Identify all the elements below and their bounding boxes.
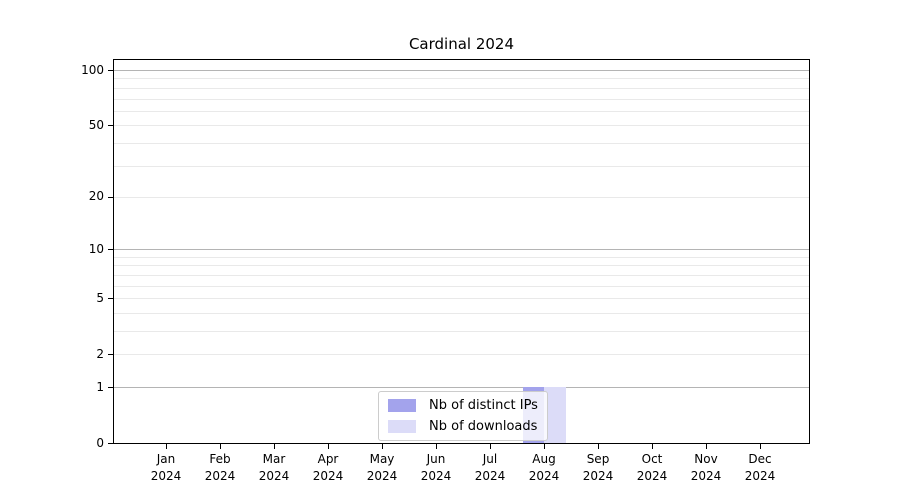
x-tick-mark: [652, 444, 654, 449]
legend-label-distinct-ips: Nb of distinct IPs: [429, 398, 538, 413]
x-tick-year: 2024: [474, 468, 506, 483]
x-tick-label: Sep 2024: [568, 451, 628, 484]
x-tick-month: Aug: [532, 452, 556, 466]
y-tick-mark: [108, 196, 113, 199]
x-tick-year: 2024: [366, 468, 398, 483]
minor-gridline: [114, 274, 809, 276]
major-gridline: [114, 249, 809, 251]
minor-gridline: [114, 298, 809, 300]
y-tick-mark: [108, 443, 113, 445]
minor-gridline: [114, 125, 809, 127]
x-tick-year: 2024: [744, 468, 776, 483]
x-tick-label: Jul 2024: [460, 451, 520, 484]
x-tick-label: Aug 2024: [514, 451, 574, 484]
x-tick-year: 2024: [528, 468, 560, 483]
x-tick-month: Feb: [209, 452, 231, 466]
y-tick-label: 20: [88, 189, 104, 204]
legend-label-downloads: Nb of downloads: [429, 419, 538, 434]
y-tick-label: 2: [96, 346, 104, 361]
y-tick-mark: [108, 387, 113, 389]
x-tick-mark: [706, 444, 708, 449]
chart-title: Cardinal 2024: [408, 35, 515, 53]
legend-swatch-distinct-ips-icon: [388, 399, 416, 412]
minor-gridline: [114, 87, 809, 89]
minor-gridline: [114, 78, 809, 80]
x-tick-month: Jul: [482, 452, 498, 466]
legend-item-downloads: Nb of downloads: [388, 418, 538, 435]
x-tick-month: Sep: [586, 452, 610, 466]
minor-gridline: [114, 165, 809, 167]
x-tick-label: Feb 2024: [190, 451, 250, 484]
minor-gridline: [114, 354, 809, 356]
x-tick-label: Mar 2024: [244, 451, 304, 484]
y-tick-mark: [108, 298, 113, 300]
major-gridline: [114, 70, 809, 71]
x-tick-month: Mar: [262, 452, 286, 466]
x-tick-year: 2024: [258, 468, 290, 483]
x-tick-year: 2024: [204, 468, 236, 483]
y-tick-label: 10: [88, 241, 104, 256]
minor-gridline: [114, 265, 809, 267]
y-tick-label: 50: [88, 117, 104, 132]
legend-item-distinct-ips: Nb of distinct IPs: [388, 397, 538, 414]
minor-gridline: [114, 98, 809, 100]
major-gridline: [114, 387, 809, 388]
y-tick-mark: [108, 354, 113, 356]
x-tick-mark: [166, 444, 168, 449]
x-tick-year: 2024: [420, 468, 452, 483]
x-tick-month: Jun: [426, 452, 446, 466]
bar-downloads: [544, 387, 566, 443]
y-tick-mark: [108, 70, 113, 72]
x-tick-mark: [274, 444, 276, 449]
x-tick-month: Dec: [748, 452, 772, 466]
x-tick-month: Jan: [156, 452, 176, 466]
minor-gridline: [114, 110, 809, 112]
minor-gridline: [114, 142, 809, 144]
legend-swatch-downloads-icon: [388, 420, 416, 433]
x-tick-month: May: [369, 452, 395, 466]
x-tick-mark: [490, 444, 492, 449]
minor-gridline: [114, 285, 809, 287]
x-tick-label: Oct 2024: [622, 451, 682, 484]
y-tick-label: 5: [96, 290, 104, 305]
x-tick-label: Dec 2024: [730, 451, 790, 484]
x-tick-mark: [220, 444, 222, 449]
x-tick-year: 2024: [636, 468, 668, 483]
minor-gridline: [114, 256, 809, 258]
x-tick-label: Jun 2024: [406, 451, 466, 484]
x-tick-label: Jan 2024: [136, 451, 196, 484]
y-tick-mark: [108, 125, 113, 127]
x-tick-month: Apr: [317, 452, 339, 466]
x-tick-mark: [760, 444, 762, 449]
x-tick-mark: [598, 444, 600, 449]
y-tick-label: 100: [81, 62, 104, 77]
x-tick-mark: [436, 444, 438, 449]
x-tick-label: May 2024: [352, 451, 412, 484]
x-tick-mark: [544, 444, 546, 449]
x-tick-year: 2024: [150, 468, 182, 483]
minor-gridline: [114, 331, 809, 332]
legend: Nb of distinct IPs Nb of downloads: [378, 391, 548, 441]
x-tick-month: Nov: [694, 452, 718, 466]
x-tick-label: Apr 2024: [298, 451, 358, 484]
y-tick-mark: [108, 249, 113, 251]
x-tick-year: 2024: [312, 468, 344, 483]
y-tick-label: 1: [96, 379, 104, 394]
x-tick-year: 2024: [582, 468, 614, 483]
x-tick-mark: [382, 444, 384, 449]
x-tick-mark: [328, 444, 330, 449]
x-tick-label: Nov 2024: [676, 451, 736, 484]
minor-gridline: [114, 312, 809, 314]
x-tick-year: 2024: [690, 468, 722, 483]
y-tick-label: 0: [96, 435, 104, 450]
minor-gridline: [114, 196, 809, 198]
x-tick-month: Oct: [641, 452, 663, 466]
